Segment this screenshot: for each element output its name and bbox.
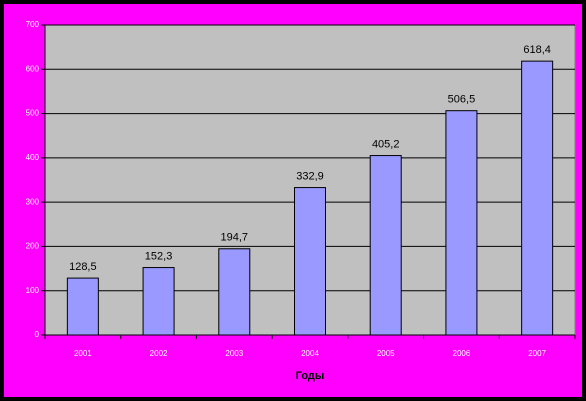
data-label: 152,3 bbox=[145, 250, 173, 262]
x-tick-label: 2006 bbox=[453, 349, 471, 358]
data-label: 128,5 bbox=[69, 261, 97, 273]
bar bbox=[142, 267, 175, 336]
data-label: 506,5 bbox=[448, 94, 476, 106]
x-tick-label: 2007 bbox=[528, 349, 546, 358]
y-tick-label: 200 bbox=[26, 242, 40, 251]
bar bbox=[294, 187, 326, 336]
data-label: 405,2 bbox=[372, 138, 400, 150]
x-tick-label: 2003 bbox=[225, 349, 243, 358]
x-tick-label: 2001 bbox=[74, 349, 92, 358]
data-label: 194,7 bbox=[221, 232, 249, 244]
y-tick-label: 600 bbox=[26, 64, 40, 73]
bar bbox=[521, 60, 554, 336]
bar bbox=[66, 277, 99, 336]
y-tick-label: 0 bbox=[35, 330, 40, 339]
data-label: 332,9 bbox=[296, 170, 324, 182]
bar bbox=[445, 110, 478, 336]
x-tick-label: 2005 bbox=[377, 349, 395, 358]
y-tick-label: 100 bbox=[26, 286, 40, 295]
bar bbox=[369, 155, 402, 336]
y-tick-label: 500 bbox=[26, 109, 40, 118]
y-tick-label: 300 bbox=[26, 197, 40, 206]
y-tick-label: 700 bbox=[26, 20, 40, 29]
data-label: 618,4 bbox=[523, 44, 551, 56]
x-tick-label: 2004 bbox=[301, 349, 319, 358]
bar bbox=[218, 248, 251, 336]
x-axis-label: Годы bbox=[296, 370, 325, 382]
x-tick-label: 2002 bbox=[150, 349, 168, 358]
y-tick-label: 400 bbox=[26, 153, 40, 162]
